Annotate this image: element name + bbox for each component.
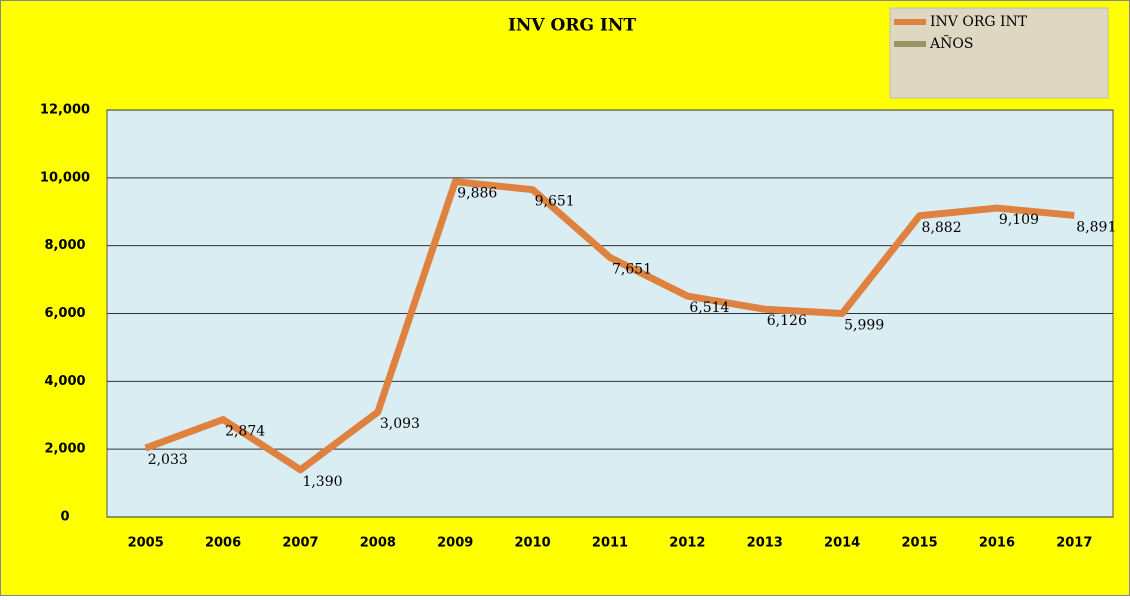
x-tick-label: 2008 [360,536,396,551]
data-label: 3,093 [380,416,420,432]
x-tick-label: 2012 [669,536,705,551]
y-tick-label: 2,000 [44,442,85,457]
legend-box [889,7,1109,99]
chart-title: INV ORG INT [508,16,636,36]
data-label: 2,033 [148,452,188,468]
x-tick-label: 2010 [515,536,551,551]
x-tick-label: 2006 [205,536,241,551]
legend-label: INV ORG INT [930,14,1028,30]
x-tick-label: 2014 [824,536,860,551]
legend-swatch [894,41,926,47]
data-label: 6,514 [689,300,729,316]
y-tick-label: 12,000 [40,103,90,118]
y-tick-label: 6,000 [44,306,85,321]
y-tick-label: 8,000 [44,238,85,253]
x-tick-label: 2015 [901,536,937,551]
x-tick-label: 2013 [747,536,783,551]
x-tick-label: 2016 [979,536,1015,551]
y-tick-label: 10,000 [40,170,90,185]
data-label: 9,886 [457,186,497,202]
x-tick-label: 2009 [437,536,473,551]
x-tick-label: 2017 [1056,536,1092,551]
data-label: 7,651 [612,262,652,278]
series-line [144,178,1075,474]
y-tick-label: 0 [60,510,69,525]
x-tick-label: 2005 [128,536,164,551]
legend-swatch [894,19,926,25]
data-label: 8,891 [1076,219,1116,235]
data-label: 9,109 [999,212,1039,228]
data-label: 2,874 [225,424,265,440]
legend-label: AÑOS [929,34,973,52]
data-label: 9,651 [535,194,575,210]
data-label: 6,126 [767,313,807,329]
x-tick-label: 2011 [592,536,628,551]
x-tick-label: 2007 [282,536,318,551]
y-tick-label: 4,000 [44,374,85,389]
data-label: 8,882 [922,220,962,236]
data-label: 1,390 [302,474,342,490]
data-label: 5,999 [844,318,884,334]
